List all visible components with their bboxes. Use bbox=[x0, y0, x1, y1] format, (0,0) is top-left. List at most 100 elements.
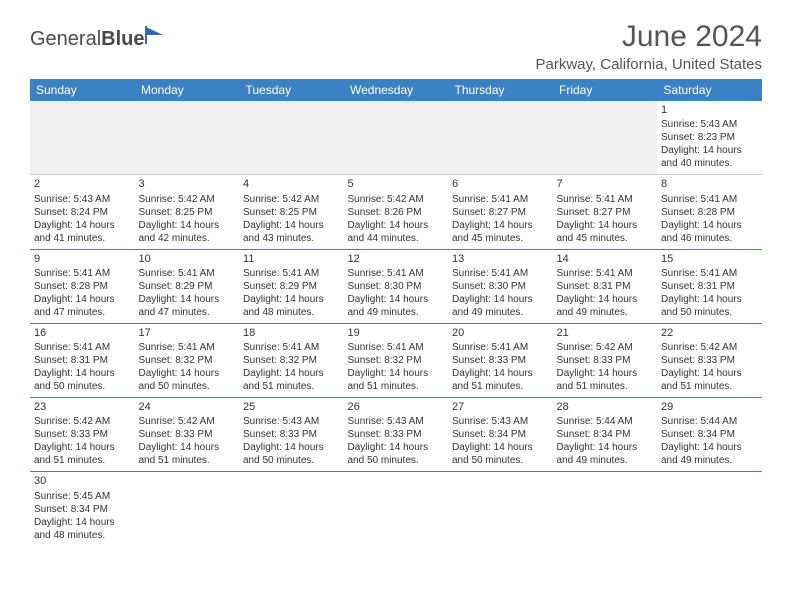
sunset-line: Sunset: 8:31 PM bbox=[557, 280, 654, 293]
sunset-line: Sunset: 8:34 PM bbox=[452, 428, 549, 441]
calendar-cell: 20Sunrise: 5:41 AMSunset: 8:33 PMDayligh… bbox=[448, 323, 553, 397]
calendar-table: Sunday Monday Tuesday Wednesday Thursday… bbox=[30, 79, 762, 546]
sunset-line: Sunset: 8:32 PM bbox=[348, 354, 445, 367]
day-number: 23 bbox=[34, 400, 131, 414]
weekday-header: Wednesday bbox=[344, 79, 449, 101]
calendar-row: 9Sunrise: 5:41 AMSunset: 8:28 PMDaylight… bbox=[30, 249, 762, 323]
sunrise-line: Sunrise: 5:42 AM bbox=[34, 415, 131, 428]
sunrise-line: Sunrise: 5:44 AM bbox=[661, 415, 758, 428]
day-number: 3 bbox=[139, 177, 236, 191]
daylight-line: Daylight: 14 hours and 51 minutes. bbox=[557, 367, 654, 393]
sunset-line: Sunset: 8:33 PM bbox=[557, 354, 654, 367]
calendar-cell: 24Sunrise: 5:42 AMSunset: 8:33 PMDayligh… bbox=[135, 398, 240, 472]
sunset-line: Sunset: 8:31 PM bbox=[661, 280, 758, 293]
sunrise-line: Sunrise: 5:45 AM bbox=[34, 490, 131, 503]
weekday-header: Monday bbox=[135, 79, 240, 101]
day-number: 10 bbox=[139, 252, 236, 266]
day-number: 21 bbox=[557, 326, 654, 340]
sunrise-line: Sunrise: 5:44 AM bbox=[557, 415, 654, 428]
calendar-cell: 23Sunrise: 5:42 AMSunset: 8:33 PMDayligh… bbox=[30, 398, 135, 472]
flag-icon bbox=[145, 26, 167, 44]
daylight-line: Daylight: 14 hours and 49 minutes. bbox=[557, 441, 654, 467]
calendar-cell: 14Sunrise: 5:41 AMSunset: 8:31 PMDayligh… bbox=[553, 249, 658, 323]
sunrise-line: Sunrise: 5:41 AM bbox=[452, 341, 549, 354]
sunrise-line: Sunrise: 5:42 AM bbox=[139, 193, 236, 206]
day-number: 1 bbox=[661, 103, 758, 117]
calendar-cell bbox=[135, 472, 240, 546]
daylight-line: Daylight: 14 hours and 46 minutes. bbox=[661, 219, 758, 245]
sunset-line: Sunset: 8:30 PM bbox=[452, 280, 549, 293]
sunset-line: Sunset: 8:25 PM bbox=[139, 206, 236, 219]
calendar-cell: 13Sunrise: 5:41 AMSunset: 8:30 PMDayligh… bbox=[448, 249, 553, 323]
daylight-line: Daylight: 14 hours and 50 minutes. bbox=[139, 367, 236, 393]
calendar-row: 2Sunrise: 5:43 AMSunset: 8:24 PMDaylight… bbox=[30, 175, 762, 249]
calendar-cell: 18Sunrise: 5:41 AMSunset: 8:32 PMDayligh… bbox=[239, 323, 344, 397]
calendar-cell: 2Sunrise: 5:43 AMSunset: 8:24 PMDaylight… bbox=[30, 175, 135, 249]
weekday-header-row: Sunday Monday Tuesday Wednesday Thursday… bbox=[30, 79, 762, 101]
sunset-line: Sunset: 8:32 PM bbox=[139, 354, 236, 367]
weekday-header: Sunday bbox=[30, 79, 135, 101]
calendar-cell: 26Sunrise: 5:43 AMSunset: 8:33 PMDayligh… bbox=[344, 398, 449, 472]
day-number: 16 bbox=[34, 326, 131, 340]
calendar-cell: 3 Sunrise: 5:42 AMSunset: 8:25 PMDaylight… bbox=[135, 175, 240, 249]
daylight-line: Daylight: 14 hours and 51 minutes. bbox=[243, 367, 340, 393]
calendar-cell: 25Sunrise: 5:43 AMSunset: 8:33 PMDayligh… bbox=[239, 398, 344, 472]
daylight-line: Daylight: 14 hours and 51 minutes. bbox=[139, 441, 236, 467]
sunrise-line: Sunrise: 5:41 AM bbox=[34, 341, 131, 354]
day-number: 27 bbox=[452, 400, 549, 414]
calendar-row: 23Sunrise: 5:42 AMSunset: 8:33 PMDayligh… bbox=[30, 398, 762, 472]
sunrise-line: Sunrise: 5:42 AM bbox=[139, 415, 236, 428]
sunset-line: Sunset: 8:31 PM bbox=[34, 354, 131, 367]
sunset-line: Sunset: 8:26 PM bbox=[348, 206, 445, 219]
sunset-line: Sunset: 8:33 PM bbox=[661, 354, 758, 367]
logo-text-2: Blue bbox=[101, 28, 144, 50]
calendar-cell bbox=[135, 101, 240, 175]
sunrise-line: Sunrise: 5:43 AM bbox=[243, 415, 340, 428]
daylight-line: Daylight: 14 hours and 50 minutes. bbox=[34, 367, 131, 393]
daylight-line: Daylight: 14 hours and 45 minutes. bbox=[557, 219, 654, 245]
calendar-cell: 21Sunrise: 5:42 AMSunset: 8:33 PMDayligh… bbox=[553, 323, 658, 397]
sunrise-line: Sunrise: 5:41 AM bbox=[661, 193, 758, 206]
daylight-line: Daylight: 14 hours and 51 minutes. bbox=[452, 367, 549, 393]
calendar-cell bbox=[553, 101, 658, 175]
day-number: 4 bbox=[243, 177, 340, 191]
calendar-cell: 8Sunrise: 5:41 AMSunset: 8:28 PMDaylight… bbox=[657, 175, 762, 249]
sunset-line: Sunset: 8:33 PM bbox=[34, 428, 131, 441]
sunrise-line: Sunrise: 5:41 AM bbox=[452, 193, 549, 206]
daylight-line: Daylight: 14 hours and 48 minutes. bbox=[243, 293, 340, 319]
sunset-line: Sunset: 8:25 PM bbox=[243, 206, 340, 219]
daylight-line: Daylight: 14 hours and 49 minutes. bbox=[661, 441, 758, 467]
sunset-line: Sunset: 8:29 PM bbox=[139, 280, 236, 293]
day-number: 24 bbox=[139, 400, 236, 414]
daylight-line: Daylight: 14 hours and 50 minutes. bbox=[348, 441, 445, 467]
daylight-line: Daylight: 14 hours and 49 minutes. bbox=[348, 293, 445, 319]
calendar-cell: 30Sunrise: 5:45 AMSunset: 8:34 PMDayligh… bbox=[30, 472, 135, 546]
daylight-line: Daylight: 14 hours and 45 minutes. bbox=[452, 219, 549, 245]
sunset-line: Sunset: 8:34 PM bbox=[34, 503, 131, 516]
sunset-line: Sunset: 8:33 PM bbox=[452, 354, 549, 367]
logo-text-1: General bbox=[30, 28, 101, 50]
day-number: 9 bbox=[34, 252, 131, 266]
calendar-cell: 10Sunrise: 5:41 AMSunset: 8:29 PMDayligh… bbox=[135, 249, 240, 323]
calendar-cell: 19Sunrise: 5:41 AMSunset: 8:32 PMDayligh… bbox=[344, 323, 449, 397]
daylight-line: Daylight: 14 hours and 50 minutes. bbox=[661, 293, 758, 319]
daylight-line: Daylight: 14 hours and 42 minutes. bbox=[139, 219, 236, 245]
daylight-line: Daylight: 14 hours and 43 minutes. bbox=[243, 219, 340, 245]
sunset-line: Sunset: 8:34 PM bbox=[557, 428, 654, 441]
day-number: 28 bbox=[557, 400, 654, 414]
calendar-cell: 16Sunrise: 5:41 AMSunset: 8:31 PMDayligh… bbox=[30, 323, 135, 397]
calendar-cell: 29Sunrise: 5:44 AMSunset: 8:34 PMDayligh… bbox=[657, 398, 762, 472]
day-number: 17 bbox=[139, 326, 236, 340]
calendar-cell: 12Sunrise: 5:41 AMSunset: 8:30 PMDayligh… bbox=[344, 249, 449, 323]
calendar-cell bbox=[448, 101, 553, 175]
daylight-line: Daylight: 14 hours and 49 minutes. bbox=[452, 293, 549, 319]
daylight-line: Daylight: 14 hours and 47 minutes. bbox=[139, 293, 236, 319]
calendar-cell: 15Sunrise: 5:41 AMSunset: 8:31 PMDayligh… bbox=[657, 249, 762, 323]
day-number: 30 bbox=[34, 474, 131, 488]
sunset-line: Sunset: 8:29 PM bbox=[243, 280, 340, 293]
month-title: June 2024 bbox=[536, 20, 763, 54]
sunrise-line: Sunrise: 5:41 AM bbox=[139, 267, 236, 280]
calendar-cell: 6Sunrise: 5:41 AMSunset: 8:27 PMDaylight… bbox=[448, 175, 553, 249]
calendar-cell: 7Sunrise: 5:41 AMSunset: 8:27 PMDaylight… bbox=[553, 175, 658, 249]
sunrise-line: Sunrise: 5:42 AM bbox=[243, 193, 340, 206]
